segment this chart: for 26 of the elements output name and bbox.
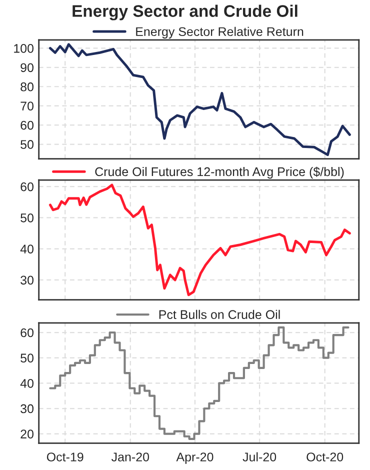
- y-tick-label: 60: [20, 182, 34, 192]
- x-tick-label: Jan-20: [111, 452, 150, 462]
- y-tick-label: 40: [20, 378, 34, 388]
- line-series: [48, 43, 351, 156]
- y-tick-label: 60: [20, 328, 34, 338]
- y-tick-label: 40: [20, 244, 34, 254]
- y-tick-label: 80: [20, 82, 34, 92]
- y-tick-label: 50: [20, 354, 34, 362]
- y-tick-label: 70: [20, 102, 34, 110]
- x-tick-label: Oct-19: [46, 452, 84, 462]
- line-series: [48, 184, 351, 296]
- y-tick-label: 30: [20, 404, 34, 414]
- legend-label: Pct Bulls on Crude Oil: [159, 310, 280, 320]
- chart-title: Energy Sector and Crude Oil: [72, 4, 298, 20]
- y-tick-label: 50: [20, 140, 34, 149]
- y-tick-label: 100: [14, 44, 34, 53]
- x-tick-label: Oct-20: [306, 452, 344, 462]
- y-tick-label: 60: [20, 120, 34, 130]
- x-tick-label: Jul-20: [242, 452, 276, 462]
- legend-label: Energy Sector Relative Return: [136, 26, 304, 39]
- y-tick-label: 90: [20, 63, 34, 72]
- x-tick-label: Apr-20: [176, 452, 214, 464]
- legend-label: Crude Oil Futures 12-month Avg Price ($/bbl): [95, 166, 344, 179]
- y-tick-label: 50: [20, 213, 34, 222]
- y-tick-label: 20: [20, 430, 34, 438]
- y-tick-label: 30: [20, 276, 34, 285]
